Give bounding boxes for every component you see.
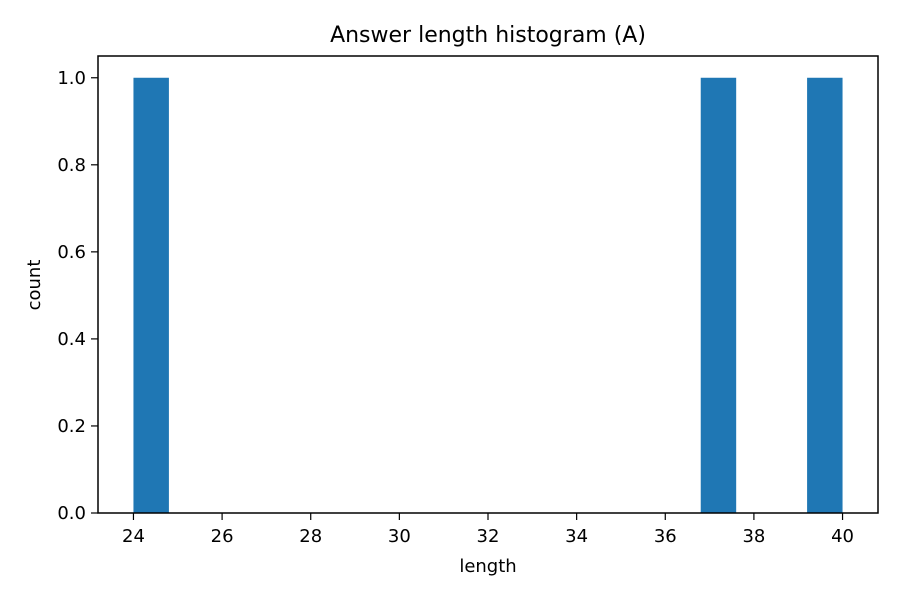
y-tick-label-1: 0.2 [57, 416, 86, 437]
x-tick-label-3: 30 [388, 526, 411, 547]
chart-title: Answer length histogram (A) [330, 23, 646, 48]
x-tick-label-2: 28 [299, 526, 322, 547]
x-tick-label-5: 34 [565, 526, 588, 547]
x-tick-label-8: 40 [831, 526, 854, 547]
y-tick-label-5: 1.0 [57, 68, 86, 89]
histogram-bar-1 [700, 77, 737, 513]
x-tick-label-0: 24 [122, 526, 145, 547]
x-tick-label-4: 32 [477, 526, 500, 547]
y-axis-ticks: 0.0 0.2 0.4 0.6 0.8 1.0 [57, 68, 98, 524]
histogram-bar-0 [133, 77, 169, 513]
y-tick-label-4: 0.8 [57, 155, 86, 176]
histogram-bar-2 [807, 77, 843, 513]
bars-group [133, 77, 843, 513]
x-axis-label: length [459, 556, 516, 577]
y-axis-label: count [24, 260, 45, 311]
x-tick-label-6: 36 [654, 526, 677, 547]
x-tick-label-7: 38 [742, 526, 765, 547]
y-tick-label-0: 0.0 [57, 503, 86, 524]
x-axis-ticks: 24 26 28 30 32 34 36 38 40 [122, 513, 854, 547]
x-tick-label-1: 26 [211, 526, 234, 547]
y-tick-label-2: 0.4 [57, 329, 86, 350]
y-tick-label-3: 0.6 [57, 242, 86, 263]
